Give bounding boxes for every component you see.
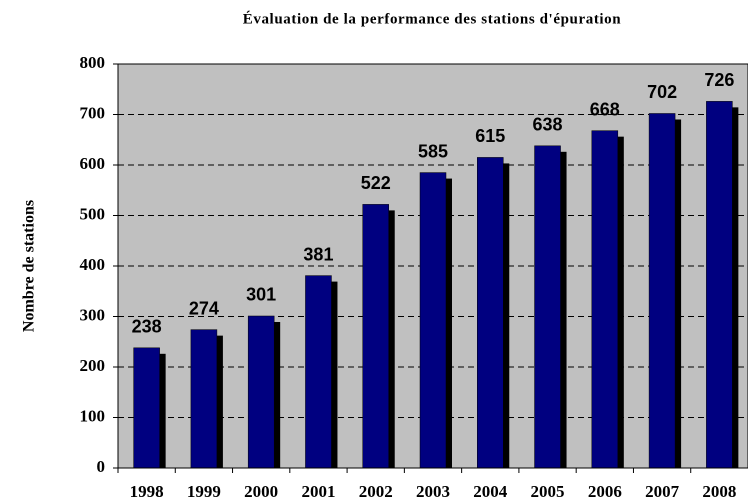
data-label: 638 xyxy=(533,115,563,135)
y-tick-label: 200 xyxy=(80,356,106,375)
y-tick-label: 500 xyxy=(80,204,106,223)
y-tick-label: 800 xyxy=(80,53,106,72)
x-tick-label: 2004 xyxy=(473,482,508,501)
bar xyxy=(419,172,447,469)
data-label: 301 xyxy=(246,285,276,305)
x-tick-label: 1998 xyxy=(130,482,164,501)
bar xyxy=(591,130,619,469)
y-tick-label: 400 xyxy=(80,255,106,274)
x-tick-label: 2000 xyxy=(244,482,278,501)
y-tick-label: 100 xyxy=(80,406,106,425)
bar xyxy=(247,315,275,469)
data-label: 726 xyxy=(704,70,734,90)
data-label: 381 xyxy=(303,244,333,264)
y-tick-label: 300 xyxy=(80,305,106,324)
x-tick-label: 2001 xyxy=(301,482,335,501)
data-label: 668 xyxy=(590,99,620,119)
y-tick-label: 700 xyxy=(80,103,106,122)
x-tick-label: 2003 xyxy=(416,482,450,501)
data-label: 522 xyxy=(361,173,391,193)
data-label: 274 xyxy=(189,298,219,318)
y-tick-label: 600 xyxy=(80,154,106,173)
x-tick-label: 2005 xyxy=(531,482,565,501)
x-tick-label: 1999 xyxy=(187,482,221,501)
x-tick-label: 2008 xyxy=(702,482,736,501)
x-tick-label: 2002 xyxy=(359,482,393,501)
bar xyxy=(190,329,218,469)
bar xyxy=(133,347,160,469)
bar xyxy=(305,275,332,469)
data-label: 702 xyxy=(647,82,677,102)
bar xyxy=(706,101,733,469)
bar xyxy=(648,113,676,469)
bar xyxy=(477,157,504,469)
x-tick-label: 2007 xyxy=(645,482,680,501)
data-label: 238 xyxy=(132,317,162,337)
bar xyxy=(362,204,389,469)
y-axis-label: Nombre de stations xyxy=(21,200,38,332)
x-tick-label: 2006 xyxy=(588,482,622,501)
data-label: 615 xyxy=(475,126,505,146)
data-label: 585 xyxy=(418,141,448,161)
chart-title: Évaluation de la performance des station… xyxy=(243,10,622,27)
y-tick-label: 0 xyxy=(97,457,106,476)
bar xyxy=(534,145,561,469)
